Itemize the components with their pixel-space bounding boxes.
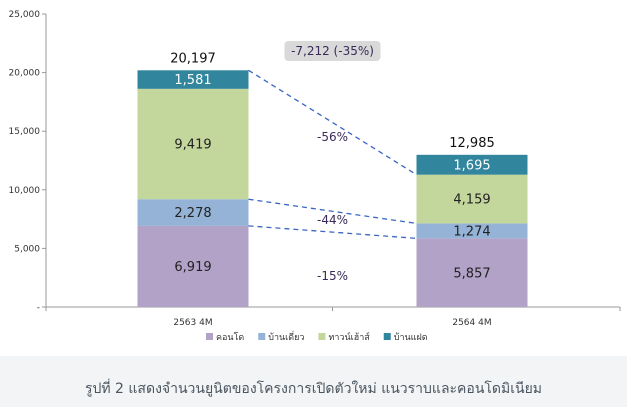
total-change-label: -7,212 (-35%): [291, 44, 374, 58]
legend-swatch: [258, 333, 266, 340]
bar-segment: [416, 238, 528, 307]
stacked-bar-chart: - 5,000 10,000 15,000 20,000 25,000 2563 4M 256…: [9, 10, 621, 343]
data-label: 9,419: [174, 138, 211, 153]
total-label: 20,197: [170, 51, 216, 66]
total-change-box: [284, 41, 381, 61]
category-label: 2564 4M: [452, 318, 491, 328]
townhouse-change-label: -56%: [317, 130, 348, 144]
bar-segment: [416, 174, 528, 224]
data-label: 5,857: [453, 266, 490, 281]
data-label: 1,695: [453, 158, 490, 173]
change-connector-line: [248, 198, 417, 225]
bar-segment: [137, 225, 249, 307]
figure-caption: รูปที่ 2 แสดงจำนวนยูนิตของโครงการเปิดตัว…: [84, 381, 543, 397]
bar-segment: [416, 154, 528, 175]
condo-change-label: -15%: [317, 269, 348, 283]
y-tick-label: 25,000: [9, 10, 41, 20]
category-label: 2563 4M: [173, 318, 212, 328]
bar-segment: [137, 199, 249, 226]
change-connector-line: [248, 225, 417, 240]
legend-swatch: [206, 333, 213, 340]
change-connector-line: [248, 69, 417, 176]
total-label: 12,985: [449, 136, 495, 151]
bar-segment: [137, 88, 249, 200]
data-label: 4,159: [453, 193, 490, 208]
legend-label: คอนโด: [216, 332, 244, 343]
detached-change-label: -44%: [317, 213, 348, 227]
legend-label: บ้านแฝด: [394, 332, 428, 343]
chart-area: - 5,000 10,000 15,000 20,000 25,000 2563 4M 256…: [8, 10, 621, 343]
bar-segment: [137, 70, 249, 89]
y-tick-label: 20,000: [9, 69, 41, 79]
y-tick-label: 5,000: [14, 244, 40, 254]
y-tick-label: 15,000: [9, 127, 41, 137]
data-label: 2,278: [174, 206, 211, 221]
bar-segment: [416, 223, 528, 239]
legend-label: ทาวน์เฮ้าส์: [328, 331, 370, 343]
caption-band: [0, 356, 627, 407]
y-tick-label: 10,000: [9, 186, 41, 196]
legend-swatch: [318, 333, 326, 340]
data-label: 1,274: [453, 225, 490, 240]
legend-swatch: [383, 333, 391, 340]
data-label: 6,919: [174, 260, 211, 275]
y-tick-label: -: [37, 303, 40, 313]
legend-label: บ้านเดี่ยว: [268, 330, 304, 343]
data-label: 1,581: [174, 73, 211, 88]
